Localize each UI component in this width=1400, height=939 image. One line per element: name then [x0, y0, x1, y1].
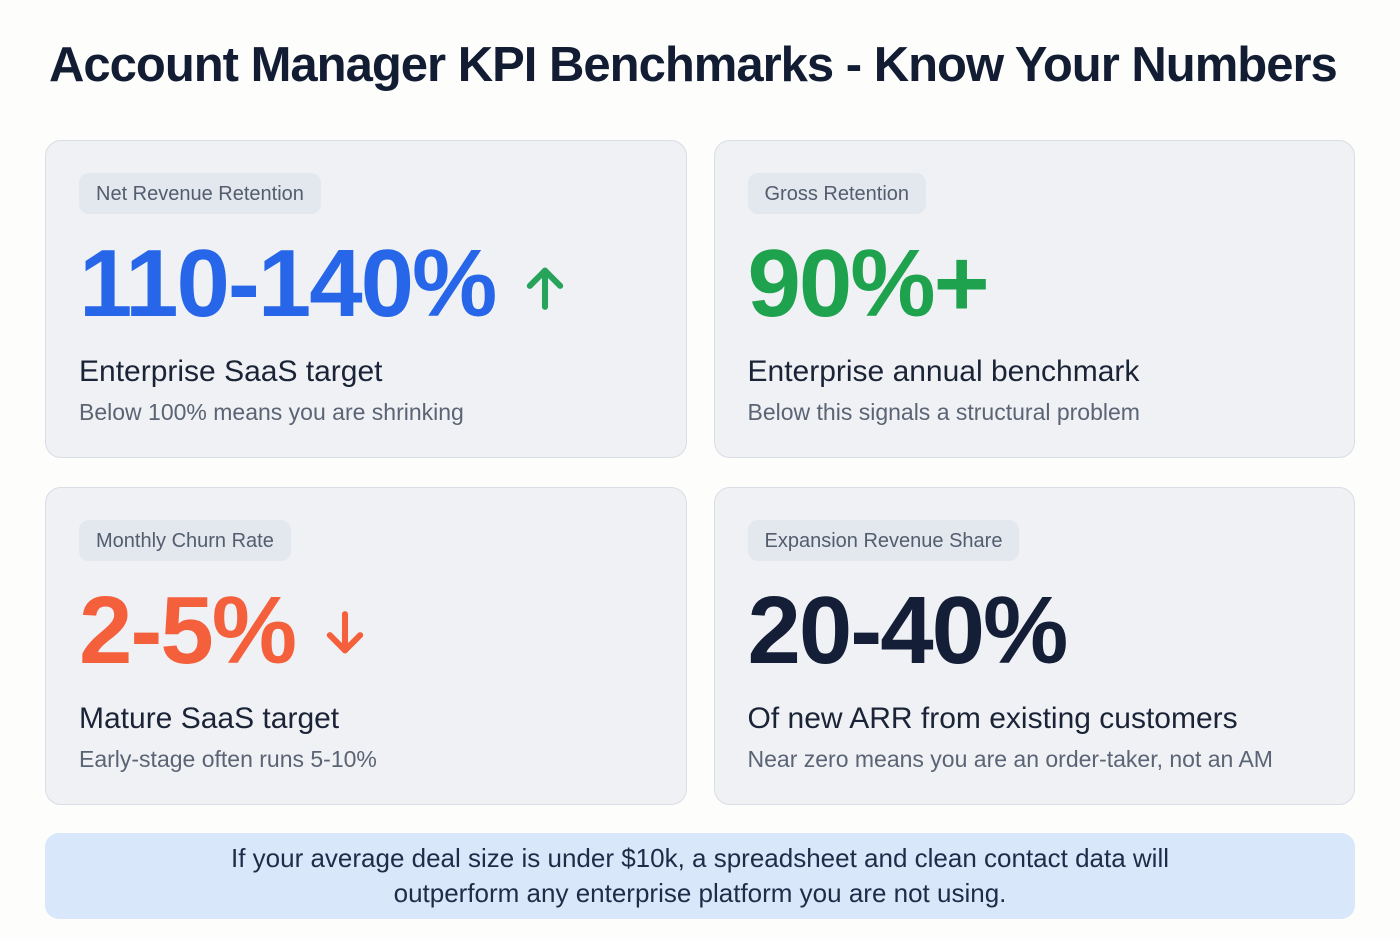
- kpi-card-monthly-churn-rate: Monthly Churn Rate 2-5% Mature SaaS targ…: [45, 486, 687, 805]
- kpi-badge: Net Revenue Retention: [79, 172, 321, 214]
- kpi-value: 90%+: [747, 229, 990, 337]
- kpi-cards-grid: Net Revenue Retention 110-140% Enterpris…: [45, 139, 1355, 805]
- kpi-subtitle: Enterprise SaaS target: [79, 354, 383, 388]
- kpi-value-row: 2-5%: [79, 581, 653, 681]
- kpi-subtitle: Enterprise annual benchmark: [747, 354, 1140, 388]
- footer-note-text: If your average deal size is under $10k,…: [230, 843, 1170, 908]
- kpi-value: 20-40%: [747, 576, 1069, 684]
- kpi-value-row: 90%+: [748, 234, 1322, 334]
- trend-up-icon: [517, 259, 573, 315]
- kpi-value: 110-140%: [79, 229, 497, 337]
- kpi-badge: Gross Retention: [747, 172, 927, 214]
- kpi-badge: Expansion Revenue Share: [747, 519, 1020, 561]
- kpi-value: 2-5%: [79, 576, 297, 684]
- kpi-subtitle: Mature SaaS target: [79, 701, 340, 735]
- page-title: Account Manager KPI Benchmarks - Know Yo…: [49, 38, 1338, 92]
- footer-note-banner: If your average deal size is under $10k,…: [45, 832, 1355, 919]
- kpi-card-net-revenue-retention: Net Revenue Retention 110-140% Enterpris…: [45, 139, 687, 458]
- kpi-card-expansion-revenue-share: Expansion Revenue Share 20-40% Of new AR…: [713, 486, 1355, 805]
- kpi-caption: Near zero means you are an order-taker, …: [747, 746, 1273, 773]
- kpi-card-gross-retention: Gross Retention 90%+ Enterprise annual b…: [713, 139, 1355, 458]
- kpi-caption: Early-stage often runs 5-10%: [79, 746, 377, 773]
- trend-down-icon: [317, 606, 373, 662]
- kpi-caption: Below this signals a structural problem: [747, 399, 1140, 426]
- kpi-value-row: 20-40%: [748, 581, 1322, 681]
- kpi-subtitle: Of new ARR from existing customers: [747, 701, 1238, 735]
- kpi-caption: Below 100% means you are shrinking: [79, 399, 464, 426]
- kpi-value-row: 110-140%: [79, 234, 653, 334]
- kpi-badge: Monthly Churn Rate: [79, 519, 291, 561]
